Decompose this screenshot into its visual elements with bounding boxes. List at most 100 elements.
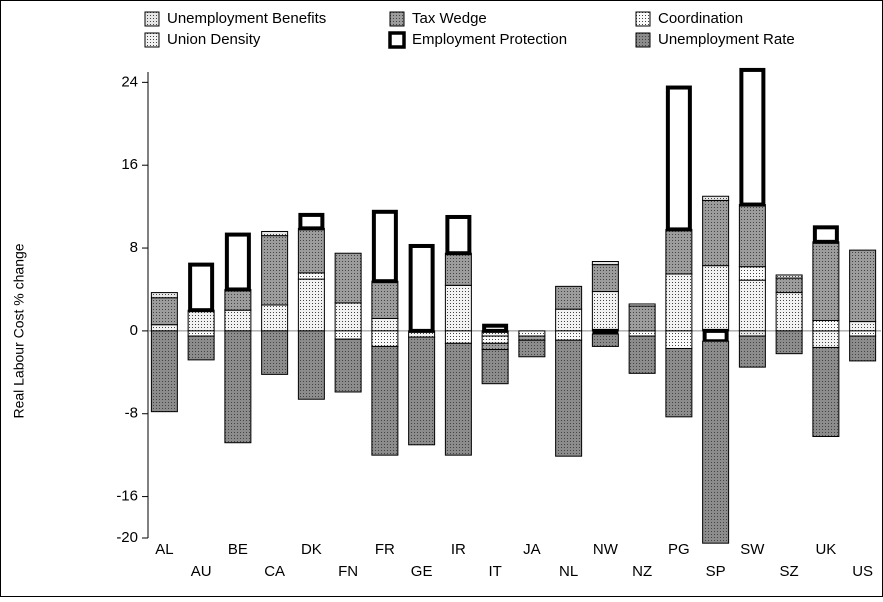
bar-segment [738, 279, 766, 332]
bar-segment [849, 330, 877, 337]
bar-segment [591, 333, 619, 347]
bar-segment [628, 330, 656, 337]
x-tick-label: SZ [780, 563, 799, 580]
bar-segment [812, 320, 840, 332]
bar-segment [812, 241, 840, 322]
bar-segment [555, 330, 583, 341]
bar-segment [591, 291, 619, 332]
bar-segment [224, 288, 252, 311]
y-axis-label: Real Labour Cost % change [11, 243, 27, 418]
bar-segment [739, 67, 766, 207]
bar-segment [188, 262, 215, 313]
bar-segment [187, 330, 215, 337]
bar-segment [150, 297, 178, 326]
bar-segment [849, 335, 877, 362]
bar-segment [371, 330, 399, 347]
x-tick-label: US [852, 563, 873, 580]
bar-segment [702, 265, 730, 332]
legend-swatch [389, 11, 405, 27]
legend-label: Employment Protection [412, 31, 567, 48]
bar-segment [738, 335, 766, 368]
bar-segment [150, 292, 178, 299]
legend-swatch [635, 11, 651, 27]
legend-label: Unemployment Rate [658, 31, 795, 48]
bar-segment [482, 323, 509, 333]
bar-segment [665, 228, 693, 275]
bar-segment [518, 335, 546, 341]
x-tick-label: IT [488, 563, 501, 580]
bar-segment [812, 330, 840, 348]
bar-segment [665, 330, 693, 349]
legend-swatch [144, 11, 160, 27]
bar-segment [445, 214, 472, 256]
bar-segment [665, 273, 693, 332]
bar-segment [150, 330, 178, 413]
bar-segment [738, 330, 766, 337]
bar-segment [408, 243, 435, 333]
bar-segment [481, 349, 509, 385]
bar-segment [665, 85, 692, 232]
bar-segment [334, 330, 362, 340]
bar-segment [444, 252, 472, 286]
x-tick-label: IR [451, 541, 466, 558]
bar-segment [849, 321, 877, 332]
bar-segment [297, 272, 325, 280]
y-tick-label: 8 [130, 239, 138, 256]
bar-segment [261, 235, 289, 306]
legend-swatch [388, 31, 406, 49]
bar-segment [371, 345, 399, 456]
bar-segment [334, 302, 362, 332]
bar-segment [371, 317, 399, 332]
y-tick-label: -16 [116, 488, 138, 505]
bar-segment [702, 195, 730, 201]
bar-segment [371, 209, 398, 284]
x-tick-label: NL [559, 563, 578, 580]
bar-segment [775, 274, 803, 279]
x-tick-label: FN [338, 563, 358, 580]
y-tick-label: 16 [121, 156, 138, 173]
bar-segment [297, 227, 325, 274]
bar-segment [261, 330, 289, 375]
legend-swatch [144, 32, 160, 48]
bar-segment [187, 309, 215, 332]
bar-segment [775, 292, 803, 332]
bar-segment [298, 212, 325, 231]
x-tick-label: BE [228, 541, 248, 558]
bar-segment [371, 280, 399, 319]
y-tick-label: -8 [125, 405, 138, 422]
bar-segment [591, 261, 619, 266]
bar-segment [334, 338, 362, 393]
x-tick-label: GE [411, 563, 433, 580]
bar-segment [444, 342, 472, 456]
legend-label: Coordination [658, 10, 743, 27]
bar-segment [702, 328, 729, 344]
bar-segment [702, 340, 730, 544]
bar-segment [444, 284, 472, 332]
bar-segment [812, 346, 840, 438]
bar-segment [775, 330, 803, 355]
bar-segment [628, 335, 656, 374]
bar-segment [224, 232, 251, 292]
x-tick-label: UK [815, 541, 836, 558]
bar-segment [555, 339, 583, 457]
x-tick-label: AL [155, 541, 173, 558]
legend-label: Unemployment Benefits [167, 10, 326, 27]
bar-segment [261, 230, 289, 237]
legend-label: Union Density [167, 31, 261, 48]
legend-swatch [635, 32, 651, 48]
bar-segment [334, 252, 362, 304]
bar-segment [591, 264, 619, 293]
bar-segment [849, 249, 877, 323]
bar-segment [738, 204, 766, 268]
bar-segment [518, 339, 546, 358]
x-tick-label: DK [301, 541, 322, 558]
x-tick-label: NZ [632, 563, 652, 580]
bar-segment [150, 324, 178, 332]
bar-segment [628, 305, 656, 332]
bar-segment [628, 303, 656, 307]
x-tick-label: CA [264, 563, 285, 580]
bar-segment [297, 278, 325, 332]
bar-segment [702, 199, 730, 267]
bar-segment [665, 347, 693, 418]
